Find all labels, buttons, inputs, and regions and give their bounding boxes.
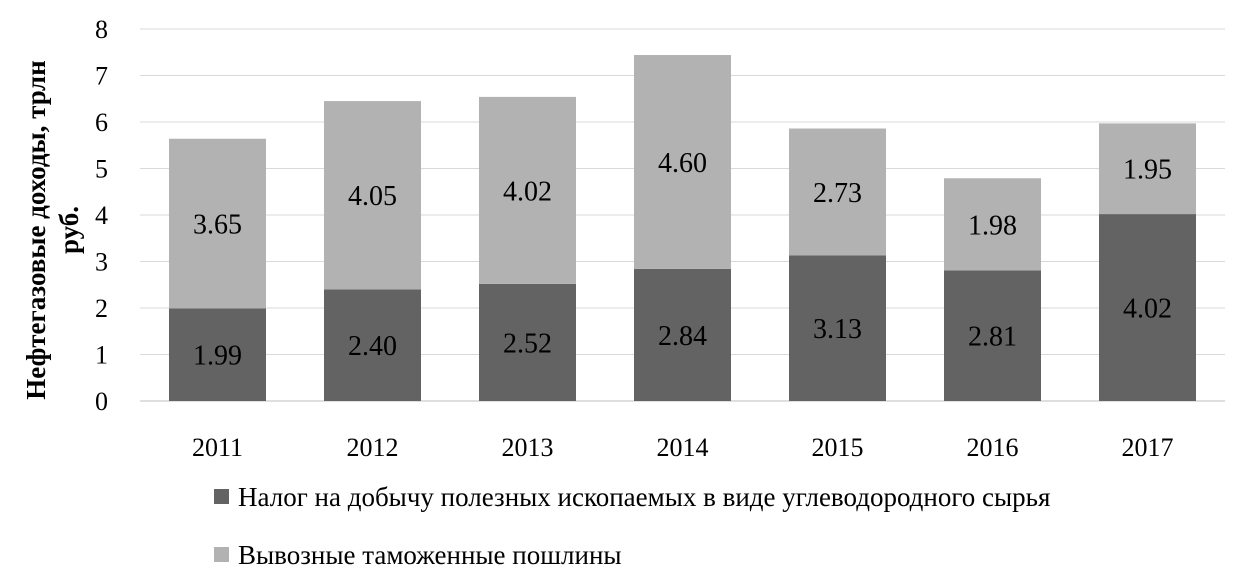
x-tick-label: 2013	[502, 433, 554, 462]
y-tick-label: 8	[95, 15, 108, 44]
y-tick-label: 1	[95, 341, 108, 370]
y-tick-label: 2	[95, 294, 108, 323]
legend: Налог на добычу полезных ископаемых в ви…	[214, 482, 1050, 570]
legend-label-export-duties: Вывозные таможенные пошлины	[238, 540, 622, 570]
bar-segment	[324, 101, 421, 290]
legend-label-mineral-tax: Налог на добычу полезных ископаемых в ви…	[238, 482, 1050, 512]
bar-segment	[789, 255, 886, 401]
y-tick-label: 7	[95, 62, 108, 91]
bar-segment	[1099, 123, 1196, 215]
bars	[169, 55, 1196, 401]
data-label: 4.02	[1123, 294, 1172, 325]
x-tick-label: 2017	[1122, 433, 1174, 462]
y-tick-label: 4	[95, 201, 108, 230]
y-axis-label-line-2: руб.	[54, 206, 84, 254]
y-tick-label: 3	[95, 248, 108, 277]
bar-segment	[634, 268, 731, 401]
legend-swatch-mineral-tax	[214, 489, 229, 504]
x-tick-label: 2011	[192, 433, 243, 462]
y-axis-label-line-1: Нефтегазовые доходы, трлн	[21, 60, 51, 399]
data-label: 1.98	[968, 210, 1017, 241]
legend-swatch-export-duties	[214, 547, 229, 562]
bar-segment	[1099, 214, 1196, 401]
x-tick-label: 2015	[812, 433, 864, 462]
data-label: 4.60	[658, 148, 707, 179]
y-axis-ticks: 0 1 2 3 4 5 6 7 8	[95, 15, 108, 416]
data-label: 2.52	[503, 328, 552, 359]
x-tick-label: 2012	[347, 433, 399, 462]
bar-segment	[634, 55, 731, 269]
x-tick-label: 2016	[967, 433, 1019, 462]
data-labels: 1.99 3.65 2.40 4.05 2.52 4.02 2.84 4.60 3.13 2.73…	[193, 148, 1172, 372]
data-label: 4.05	[348, 181, 397, 212]
x-axis-ticks: 2011 2012 2013 2014 2015 2016 2017	[192, 433, 1174, 462]
data-label: 2.73	[813, 178, 862, 209]
x-tick-label: 2014	[657, 433, 709, 462]
data-label: 2.81	[968, 322, 1017, 353]
data-label: 2.40	[348, 331, 397, 362]
bar-segment	[944, 178, 1041, 271]
bar-segment	[324, 289, 421, 401]
bar-segment	[479, 283, 576, 401]
bar-segment	[169, 138, 266, 309]
data-label: 2.84	[658, 321, 707, 352]
data-label: 1.95	[1123, 155, 1172, 186]
data-label: 3.65	[193, 210, 242, 241]
bar-segment	[169, 308, 266, 401]
data-label: 1.99	[193, 341, 242, 372]
bar-segment	[944, 270, 1041, 401]
y-tick-label: 0	[95, 387, 108, 416]
y-tick-label: 6	[95, 108, 108, 137]
data-label: 3.13	[813, 314, 862, 345]
y-tick-label: 5	[95, 155, 108, 184]
bar-segment	[479, 96, 576, 284]
data-label: 4.02	[503, 176, 552, 207]
bar-segment	[789, 128, 886, 256]
